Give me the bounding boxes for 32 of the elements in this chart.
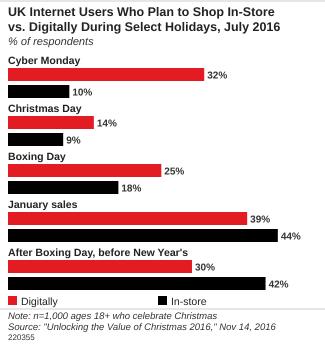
chart-title: UK Internet Users Who Plan to Shop In-Store vs. Digitally During Select Holidays, July 2016 xyxy=(8,5,280,34)
data-label: 18% xyxy=(121,184,142,194)
legend-label: Digitally xyxy=(21,296,59,308)
bar xyxy=(8,277,266,290)
data-label: 25% xyxy=(164,166,184,178)
y-tick-label: Christmas Day xyxy=(8,103,82,115)
y-tick-label: Boxing Day xyxy=(8,151,66,163)
y-tick-label: Cyber Monday xyxy=(8,55,81,67)
data-label: 9% xyxy=(66,136,81,146)
text: Note: n=1,000 ages 18+ who celebrate Christmas xyxy=(8,311,218,322)
legend-label: In-store xyxy=(171,296,207,308)
data-label: 39% xyxy=(250,214,270,226)
text: 220355 xyxy=(8,333,36,342)
data-label: 14% xyxy=(96,118,117,130)
y-tick-label: January sales xyxy=(8,199,78,211)
data-label: 32% xyxy=(207,70,228,82)
chart-subtitle: % of respondents xyxy=(8,36,94,48)
bar xyxy=(8,116,94,129)
y-tick-label: After Boxing Day, before New Year's xyxy=(8,247,188,259)
source-note: Source: "Unlocking the Value of Christmas 2016," Nov 14, 2016 xyxy=(8,322,277,333)
data-label: 44% xyxy=(280,232,301,242)
bar xyxy=(8,212,248,225)
bar xyxy=(8,133,64,146)
bar xyxy=(8,229,278,242)
data-label: 10% xyxy=(72,88,92,98)
bar xyxy=(8,181,118,194)
bar xyxy=(8,85,70,98)
data-label: 42% xyxy=(268,280,289,290)
bar xyxy=(8,68,204,81)
data-label: 30% xyxy=(194,262,216,274)
bar xyxy=(8,164,162,177)
bar xyxy=(8,260,192,273)
